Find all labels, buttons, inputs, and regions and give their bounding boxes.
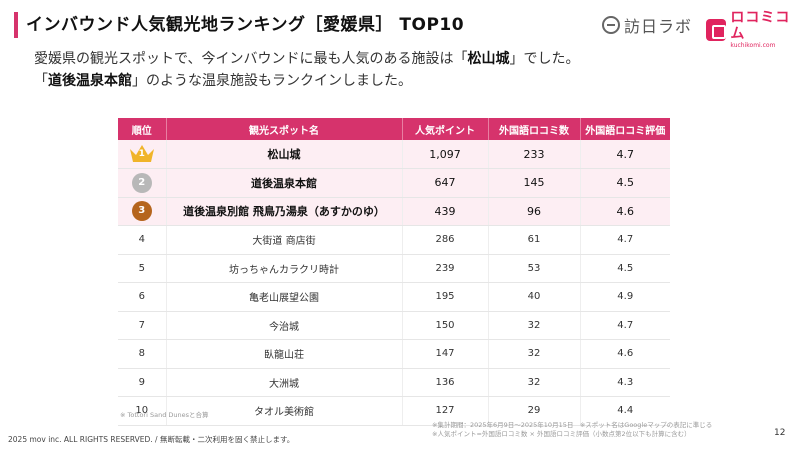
- spot-name-cell: 亀老山展望公園: [166, 282, 403, 312]
- kuchikomi-logo: ロコミコム kuchikomi.com: [706, 10, 800, 49]
- rank-cell: 3: [118, 197, 167, 226]
- bronze-medal-icon: 3: [131, 201, 152, 222]
- review-count-cell: 40: [488, 282, 581, 312]
- points-cell: 239: [402, 254, 489, 283]
- houjin-lab-logo: 訪日ラボ: [602, 12, 692, 38]
- rank-cell: 4: [118, 225, 167, 255]
- silver-medal-icon: 2: [131, 172, 152, 193]
- table-row: 10 タオル美術館 127 29 4.4: [118, 396, 670, 426]
- note-right: ※集計期間：2025年6月9日〜2025年10月15日 ※スポット名はGoogl…: [432, 421, 712, 439]
- rank-cell: 5: [118, 254, 167, 283]
- rating-cell: 4.3: [580, 368, 670, 397]
- rating-cell: 4.4: [580, 396, 670, 426]
- header-rank: 順位: [118, 118, 167, 140]
- rank-cell: 1: [118, 140, 167, 169]
- review-count-cell: 96: [488, 197, 581, 226]
- rating-cell: 4.7: [580, 140, 670, 169]
- rank-cell: 10: [118, 396, 167, 426]
- lead-line1-prefix: 愛媛県の観光スポットで、今インバウンドに最も人気のある施設は「: [34, 51, 468, 67]
- lead-line2-prefix: 「: [34, 73, 48, 89]
- rating-cell: 4.6: [580, 339, 670, 369]
- spot-name-cell: 道後温泉別館 飛鳥乃湯泉（あすかのゆ）: [166, 197, 403, 226]
- spot-name-cell: 松山城: [166, 140, 403, 169]
- header-points: 人気ポイント: [402, 118, 489, 140]
- points-cell: 127: [402, 396, 489, 426]
- table-row: 3 道後温泉別館 飛鳥乃湯泉（あすかのゆ） 439 96 4.6: [118, 197, 670, 226]
- houjin-lab-logo-text: 訪日ラボ: [624, 17, 693, 36]
- rank-cell: 6: [118, 282, 167, 312]
- review-count-cell: 29: [488, 396, 581, 426]
- points-cell: 136: [402, 368, 489, 397]
- spot-name-cell: 臥龍山荘: [166, 339, 403, 369]
- review-count-cell: 32: [488, 311, 581, 340]
- table-row: 9 大洲城 136 32 4.3: [118, 368, 670, 397]
- note-right-line-2: ※人気ポイント=外国語ロコミ数 × 外国語ロコミ評価（小数点第2位以下も計算に含…: [432, 430, 691, 438]
- note-right-line-1: ※集計期間：2025年6月9日〜2025年10月15日 ※スポット名はGoogl…: [432, 421, 713, 429]
- spot-name-cell: 道後温泉本館: [166, 168, 403, 198]
- points-cell: 286: [402, 225, 489, 255]
- rating-cell: 4.7: [580, 225, 670, 255]
- houjin-lab-logo-icon: [602, 16, 620, 34]
- table-row: 2 道後温泉本館 647 145 4.5: [118, 168, 670, 198]
- copyright-footer: 2025 mov inc. ALL RIGHTS RESERVED. / 無断転…: [8, 435, 295, 444]
- points-cell: 147: [402, 339, 489, 369]
- rank-cell: 8: [118, 339, 167, 369]
- table-row: 5 坊っちゃんカラクリ時計 239 53 4.5: [118, 254, 670, 283]
- table-row: 6 亀老山展望公園 195 40 4.9: [118, 282, 670, 312]
- lead-line2-highlight: 道後温泉本館: [48, 73, 132, 89]
- review-count-cell: 233: [488, 140, 581, 169]
- gold-crown-icon: 1: [128, 143, 156, 163]
- lead-line-2: 「道後温泉本館」のような温泉施設もランクインしました。: [34, 70, 579, 92]
- note-left: ※ Tottori Sand Dunesと合算: [120, 411, 209, 419]
- spot-name-cell: 大街道 商店街: [166, 225, 403, 255]
- rank-number: 1: [138, 148, 145, 159]
- rating-cell: 4.5: [580, 168, 670, 198]
- table-row: 8 臥龍山荘 147 32 4.6: [118, 339, 670, 369]
- lead-line1-suffix: 」でした。: [509, 51, 580, 67]
- header-rating: 外国語ロコミ評価: [580, 118, 670, 140]
- kuchikomi-logo-icon: [706, 18, 727, 41]
- review-count-cell: 61: [488, 225, 581, 255]
- rating-cell: 4.7: [580, 311, 670, 340]
- table-row: 7 今治城 150 32 4.7: [118, 311, 670, 340]
- spot-name-cell: 今治城: [166, 311, 403, 340]
- kuchikomi-logo-sub: kuchikomi.com: [730, 42, 776, 49]
- review-count-cell: 53: [488, 254, 581, 283]
- lead-line1-highlight: 松山城: [467, 51, 510, 67]
- spot-name-cell: 坊っちゃんカラクリ時計: [166, 254, 403, 283]
- page-number: 12: [774, 428, 786, 438]
- points-cell: 195: [402, 282, 489, 312]
- table-header-row: 順位 観光スポット名 人気ポイント 外国語ロコミ数 外国語ロコミ評価: [118, 118, 670, 140]
- spot-name-cell: タオル美術館: [166, 396, 403, 426]
- points-cell: 1,097: [402, 140, 489, 169]
- rank-cell: 9: [118, 368, 167, 397]
- page-title: インバウンド人気観光地ランキング［愛媛県］ TOP10: [26, 15, 465, 35]
- lead-text: 愛媛県の観光スポットで、今インバウンドに最も人気のある施設は「松山城」でした。 …: [34, 48, 579, 92]
- lead-line-1: 愛媛県の観光スポットで、今インバウンドに最も人気のある施設は「松山城」でした。: [34, 48, 579, 70]
- rating-cell: 4.9: [580, 282, 670, 312]
- spot-name-cell: 大洲城: [166, 368, 403, 397]
- rating-cell: 4.6: [580, 197, 670, 226]
- review-count-cell: 145: [488, 168, 581, 198]
- rating-cell: 4.5: [580, 254, 670, 283]
- points-cell: 150: [402, 311, 489, 340]
- ranking-table: 順位 観光スポット名 人気ポイント 外国語ロコミ数 外国語ロコミ評価 1 松山城 1…: [118, 118, 670, 426]
- table-row: 1 松山城 1,097 233 4.7: [118, 140, 670, 169]
- review-count-cell: 32: [488, 339, 581, 369]
- header-count: 外国語ロコミ数: [488, 118, 581, 140]
- points-cell: 439: [402, 197, 489, 226]
- rank-cell: 2: [118, 168, 167, 198]
- points-cell: 647: [402, 168, 489, 198]
- header-spot: 観光スポット名: [166, 118, 403, 140]
- kuchikomi-logo-text: ロコミコム: [730, 10, 791, 42]
- lead-line2-suffix: 」のような温泉施設もランクインしました。: [132, 73, 412, 89]
- rank-cell: 7: [118, 311, 167, 340]
- table-row: 4 大街道 商店街 286 61 4.7: [118, 225, 670, 255]
- review-count-cell: 32: [488, 368, 581, 397]
- title-accent-bar: [14, 12, 18, 38]
